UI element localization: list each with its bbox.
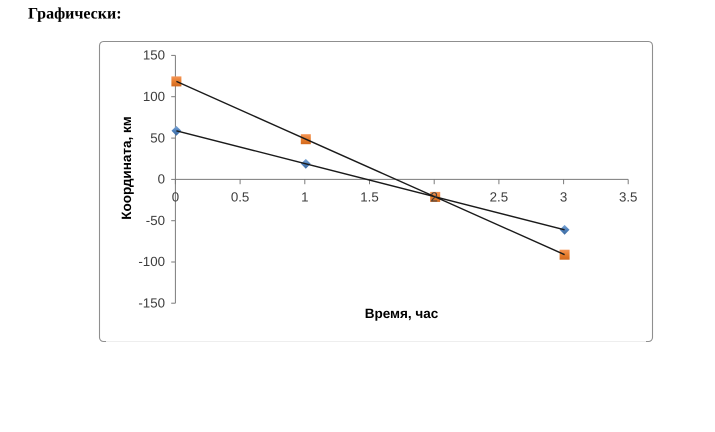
svg-text:Координата, км: Координата, км (119, 116, 134, 220)
svg-text:2.5: 2.5 (490, 189, 509, 204)
svg-text:100: 100 (143, 89, 165, 104)
svg-text:150: 150 (143, 48, 165, 63)
svg-text:-150: -150 (138, 295, 165, 310)
svg-text:3: 3 (560, 189, 567, 204)
svg-text:-50: -50 (146, 213, 165, 228)
svg-text:0: 0 (172, 189, 179, 204)
svg-text:3.5: 3.5 (619, 189, 638, 204)
svg-text:Время, час: Время, час (365, 306, 439, 321)
svg-text:Графически:: Графически: (28, 6, 122, 23)
svg-text:1: 1 (301, 189, 308, 204)
svg-text:0.5: 0.5 (231, 189, 250, 204)
svg-text:50: 50 (150, 130, 165, 145)
svg-text:0: 0 (158, 172, 165, 187)
svg-text:-100: -100 (138, 254, 165, 269)
svg-text:2: 2 (430, 189, 437, 204)
svg-text:1.5: 1.5 (360, 189, 379, 204)
